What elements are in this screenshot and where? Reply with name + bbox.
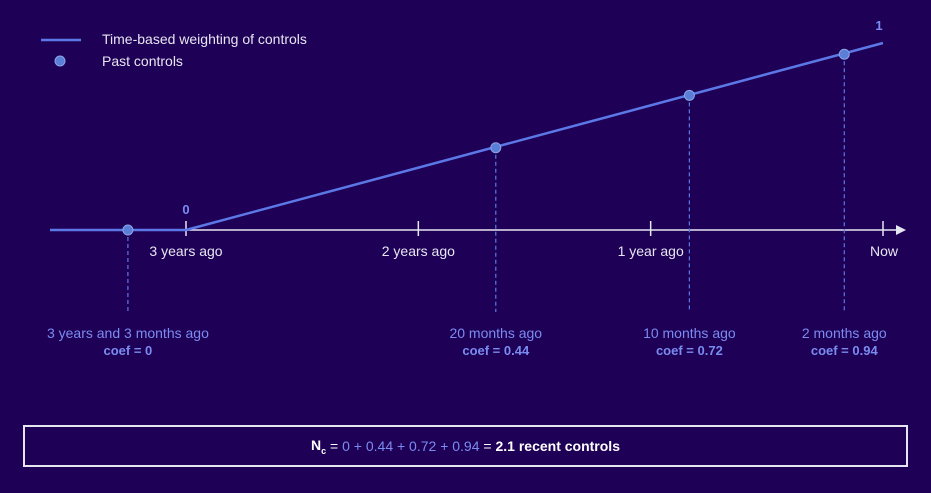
control-coef-label: coef = 0 xyxy=(104,343,153,358)
axis-tick-label: 3 years ago xyxy=(149,243,222,259)
control-point xyxy=(122,224,134,236)
axis-arrow-icon xyxy=(896,225,906,235)
legend-point-swatch xyxy=(54,55,66,67)
weight-end-label: 1 xyxy=(875,18,882,33)
weight-line-ramp xyxy=(185,41,884,232)
formula-result: 2.1 recent controls xyxy=(495,438,620,454)
axis-tick-label: 1 year ago xyxy=(618,243,684,259)
control-points xyxy=(122,48,850,236)
timeline-svg: Time-based weighting of controls Past co… xyxy=(41,18,906,358)
weight-start-label: 0 xyxy=(182,202,189,217)
control-date-label: 3 years and 3 months ago xyxy=(47,325,209,341)
legend-point-label: Past controls xyxy=(102,53,183,69)
control-point xyxy=(683,89,695,101)
control-date-label: 10 months ago xyxy=(643,325,736,341)
formula-equals-2: = xyxy=(483,438,492,454)
control-coef-label: coef = 0.72 xyxy=(656,343,723,358)
control-coef-label: coef = 0.94 xyxy=(811,343,879,358)
axis-ticks: 3 years ago 2 years ago 1 year ago Now xyxy=(149,221,899,259)
control-point xyxy=(490,142,502,154)
formula-equals-1: = xyxy=(330,438,339,454)
legend-line-label: Time-based weighting of controls xyxy=(102,31,307,47)
control-date-label: 2 months ago xyxy=(802,325,887,341)
control-labels: 3 years and 3 months ago coef = 0 20 month… xyxy=(47,325,887,358)
axis-tick-label: Now xyxy=(870,243,899,259)
control-coef-label: coef = 0.44 xyxy=(462,343,530,358)
control-dashes xyxy=(127,54,845,312)
formula-box: Nc = 0 + 0.44 + 0.72 + 0.94 = 2.1 recent… xyxy=(23,425,908,467)
control-point xyxy=(838,48,850,60)
formula-terms: 0 + 0.44 + 0.72 + 0.94 xyxy=(342,438,480,454)
control-date-label: 20 months ago xyxy=(449,325,542,341)
axis-tick-label: 2 years ago xyxy=(382,243,455,259)
nc-symbol: Nc xyxy=(311,436,327,456)
